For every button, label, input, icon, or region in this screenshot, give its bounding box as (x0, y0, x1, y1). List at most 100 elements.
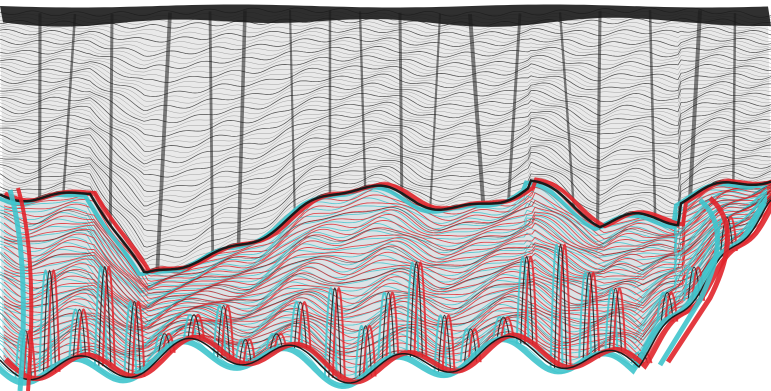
lower-spike (612, 287, 627, 352)
upper-contour-line (0, 21, 771, 34)
upper-contour-line (0, 135, 771, 207)
upper-contour-line (0, 87, 771, 133)
lower-spike (46, 269, 61, 372)
upper-fold-line (288, 9, 296, 213)
lower-spike (385, 291, 400, 359)
lower-spike (586, 271, 601, 359)
lower-contour-line-red (3, 190, 771, 308)
upper-fold-line (208, 11, 215, 254)
upper-contour-line (0, 170, 771, 260)
upper-contour-line (0, 111, 771, 168)
lower-spike (358, 325, 373, 377)
lower-contour-line-cyan (0, 186, 768, 285)
lower-spike (38, 269, 53, 372)
upper-fold-line (155, 12, 172, 271)
lower-spike (297, 301, 312, 349)
lower-spike (323, 286, 338, 378)
lower-spike (131, 300, 146, 377)
upper-contour-line (0, 105, 771, 161)
lower-contour-line-red (3, 190, 771, 316)
lower-spike (557, 243, 572, 369)
upper-contour-line (0, 125, 771, 192)
lower-contour-line-red (3, 192, 771, 330)
right-edge-cyan (657, 198, 720, 367)
left-edge-red (16, 187, 34, 391)
upper-contour-line (0, 138, 771, 211)
upper-contour-line (0, 99, 771, 153)
lower-spike (328, 287, 342, 378)
upper-contour-line (0, 154, 771, 237)
upper-contour-line (0, 78, 771, 119)
lower-spike (381, 291, 395, 359)
lower-contour-line-cyan (0, 194, 768, 329)
upper-fold-line (62, 13, 77, 193)
lower-spike (720, 216, 734, 252)
upper-fold-line (558, 12, 575, 207)
lower-contour-line-red (3, 185, 771, 290)
lower-contour-line-red (3, 194, 771, 334)
lower-contour-line-dark (0, 184, 771, 295)
upper-contour-line (0, 33, 771, 52)
upper-contour-line (0, 48, 771, 74)
lower-spike (265, 332, 280, 349)
lower-spike (492, 316, 507, 337)
lower-spike (553, 244, 568, 369)
lower-spike (238, 339, 252, 365)
upper-fold-line (648, 9, 657, 219)
upper-contour-line (0, 60, 771, 93)
upper-contour-line (0, 147, 771, 223)
lower-spike (441, 314, 456, 372)
lower-spike (604, 287, 619, 352)
upper-contour-line (0, 151, 771, 232)
lower-spike (289, 301, 304, 349)
upper-contour-line (0, 70, 771, 107)
upper-contour-line (0, 17, 771, 29)
lower-spike (409, 261, 423, 358)
upper-contour-line (0, 141, 771, 214)
lower-contour-line-red (3, 190, 771, 304)
lower-spike (68, 308, 83, 356)
lower-spike (496, 316, 511, 337)
lower-spike (234, 338, 249, 365)
upper-contour-line (0, 168, 771, 256)
lower-spike (101, 265, 116, 367)
upper-contour-line (0, 161, 771, 248)
lower-contour-line-red (3, 188, 771, 312)
upper-contour-line (0, 45, 771, 70)
upper-fold-line (732, 13, 737, 183)
lower-contour-line-red (3, 188, 771, 310)
lower-contour-line-dark (0, 198, 771, 358)
upper-contour-line (0, 67, 771, 102)
upper-contour-line (0, 119, 771, 182)
lower-spike (664, 291, 679, 322)
upper-contour-line (0, 157, 771, 243)
lower-spike (377, 291, 392, 359)
lower-contour-line-cyan (0, 191, 768, 319)
upper-fold-line (398, 12, 404, 194)
lower-spike (362, 324, 377, 377)
lower-spike (183, 314, 198, 340)
upper-contour-line (0, 75, 771, 115)
upper-fold-line (358, 11, 367, 188)
lower-spike (437, 315, 452, 372)
upper-contour-line (0, 24, 771, 38)
lower-spike (42, 270, 57, 372)
lower-spike (293, 301, 308, 349)
upper-contour-line (0, 63, 771, 97)
upper-fold-line (468, 13, 486, 204)
upper-fold-line (596, 10, 602, 226)
upper-contour-line (0, 108, 771, 165)
lower-contour-line-red (3, 184, 771, 282)
upper-contour-line (0, 73, 771, 112)
lower-spike (354, 324, 369, 377)
upper-contour-line (0, 122, 771, 187)
lower-spike (433, 314, 448, 372)
upper-fold-line (108, 13, 114, 226)
lower-spike (656, 291, 671, 322)
lower-spike (187, 314, 201, 339)
upper-contour-line (0, 103, 771, 157)
lower-spike (405, 261, 420, 358)
lower-spike (191, 314, 206, 340)
upper-contour-line (0, 128, 771, 198)
